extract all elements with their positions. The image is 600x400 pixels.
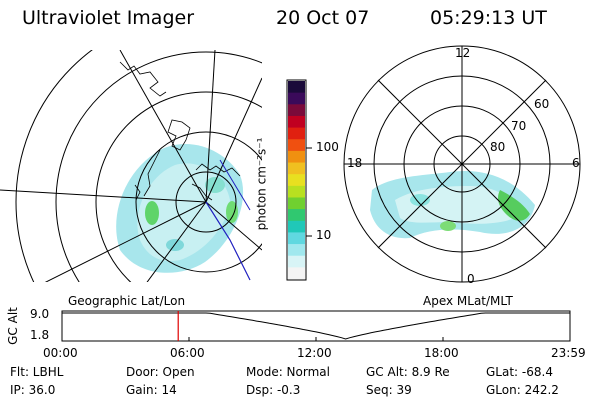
colorbar-band xyxy=(288,150,305,164)
colorbar-band xyxy=(288,267,305,280)
gc-alt-status: GC Alt: 8.9 Re xyxy=(366,365,450,379)
apex-mlat-mlt-panel xyxy=(343,45,581,283)
filter-status: Flt: LBHL xyxy=(10,365,64,379)
coastlines xyxy=(119,61,241,201)
gain-status: Gain: 14 xyxy=(126,383,177,397)
colorbar-tick-10: 10 xyxy=(316,228,332,242)
alt-ytick-1-8: 1.8 xyxy=(30,328,50,342)
geographic-map-panel xyxy=(0,50,262,282)
colorbar-band xyxy=(288,220,305,233)
glat-status: GLat: -68.4 xyxy=(486,365,553,379)
time-label: 05:29:13 UT xyxy=(430,7,547,29)
apex-panel-caption: Apex MLat/MLT xyxy=(423,294,513,308)
dsp-status: Dsp: -0.3 xyxy=(246,383,301,397)
colorbar-unit-label: photon cm⁻²s⁻¹ xyxy=(254,137,269,231)
ip-status: IP: 36.0 xyxy=(10,383,56,397)
colorbar-band xyxy=(288,244,305,257)
colorbar-band xyxy=(288,197,305,210)
mlt-label-18: 18 xyxy=(347,156,363,170)
alt-ytick-9: 9.0 xyxy=(30,307,50,321)
mlt-label-0: 0 xyxy=(467,272,475,286)
door-status: Door: Open xyxy=(126,365,195,379)
colorbar-band xyxy=(288,92,305,105)
longitude-lines xyxy=(0,50,262,282)
mlt-label-6: 6 xyxy=(572,156,580,170)
geo-aurora-emission xyxy=(116,144,244,273)
alt-xtick-1200: 12:00 xyxy=(297,346,332,360)
colorbar-band xyxy=(288,185,305,198)
mode-status: Mode: Normal xyxy=(246,365,330,379)
colorbar xyxy=(286,79,312,281)
glon-status: GLon: 242.2 xyxy=(486,383,559,397)
colorbar-band xyxy=(288,104,305,117)
mlat-label-70: 70 xyxy=(511,119,527,133)
colorbar-band xyxy=(288,162,305,175)
mlat-label-80: 80 xyxy=(490,140,506,154)
colorbar-band xyxy=(288,255,305,268)
seq-status: Seq: 39 xyxy=(366,383,412,397)
orbit-altitude-curve xyxy=(62,312,570,340)
apex-aurora-emission xyxy=(370,170,535,239)
mlt-label-12: 12 xyxy=(455,46,471,60)
alt-xtick-0000: 00:00 xyxy=(43,346,78,360)
colorbar-band xyxy=(288,115,305,129)
colorbar-band xyxy=(288,209,305,222)
colorbar-band xyxy=(288,232,305,245)
colorbar-band xyxy=(288,127,305,140)
alt-ylabel: GC Alt xyxy=(5,307,20,345)
geo-panel-caption: Geographic Lat/Lon xyxy=(68,294,186,308)
alt-xtick-1800: 18:00 xyxy=(424,346,459,360)
colorbar-band xyxy=(288,81,305,94)
satellite-track xyxy=(205,201,251,281)
date-label: 20 Oct 07 xyxy=(276,7,370,29)
altitude-plot xyxy=(61,310,571,342)
colorbar-tick-100: 100 xyxy=(316,140,339,154)
alt-xtick-2359: 23:59 xyxy=(551,346,586,360)
instrument-title: Ultraviolet Imager xyxy=(22,7,195,29)
mlat-label-60: 60 xyxy=(534,97,550,111)
alt-xtick-0600: 06:00 xyxy=(170,346,205,360)
colorbar-band xyxy=(288,139,305,152)
colorbar-band xyxy=(288,174,305,187)
latitude-circles xyxy=(15,50,262,282)
